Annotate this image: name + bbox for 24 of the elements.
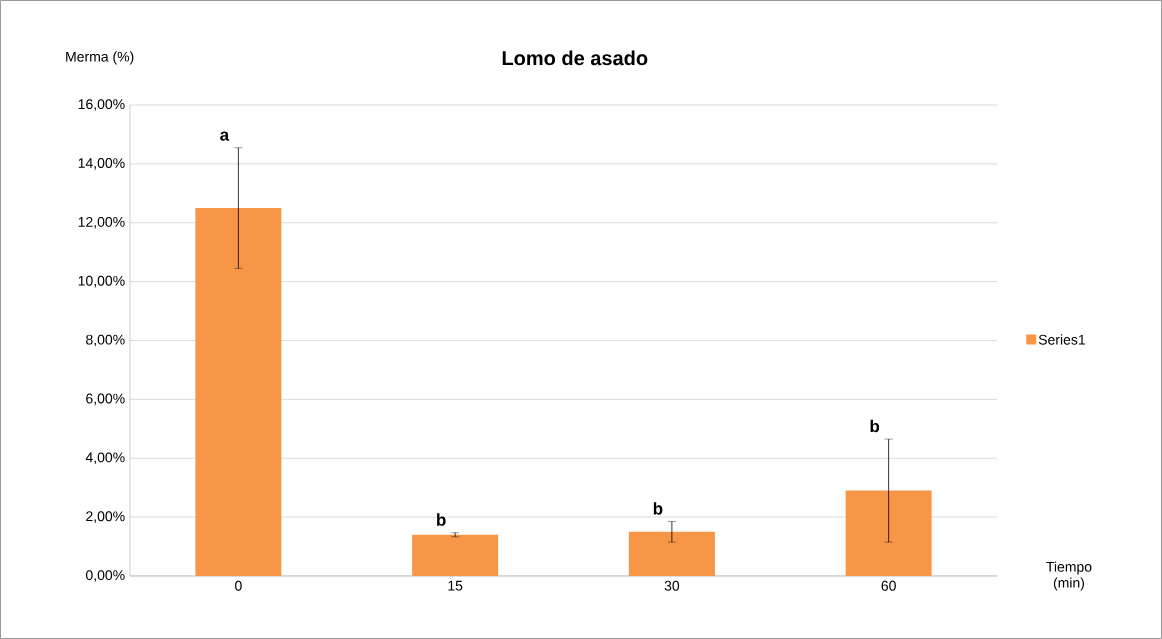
x-tick-label: 15: [448, 580, 463, 591]
y-tick-label: 14,00%: [78, 158, 125, 170]
y-tick-label: 6,00%: [86, 393, 125, 406]
bar: [628, 531, 715, 576]
legend-label: Series1: [1038, 334, 1085, 345]
bar: [412, 534, 499, 576]
annotation: b: [437, 513, 446, 526]
annotation: a: [220, 131, 230, 141]
y-tick-label: 2,00%: [86, 511, 125, 523]
x-axis-title: Tiempo (min): [1046, 561, 1092, 591]
y-tick-label: 8,00%: [86, 334, 125, 347]
y-tick-label: 10,00%: [78, 275, 125, 288]
chart-title: Lomo de asado: [502, 50, 648, 66]
y-tick-label: 4,00%: [85, 452, 125, 465]
x-tick-label: 60: [881, 580, 896, 591]
x-tick-label: 0: [235, 580, 242, 591]
y-tick-label: 0,00%: [86, 570, 125, 582]
y-tick-label: 16,00%: [78, 99, 125, 111]
x-tick-label: 30: [664, 580, 680, 591]
y-tick-label: 12,00%: [78, 216, 125, 229]
annotation: b: [653, 502, 663, 515]
bar: [195, 208, 282, 576]
y-axis-title: Merma (%): [66, 51, 134, 65]
annotation: b: [870, 419, 880, 433]
